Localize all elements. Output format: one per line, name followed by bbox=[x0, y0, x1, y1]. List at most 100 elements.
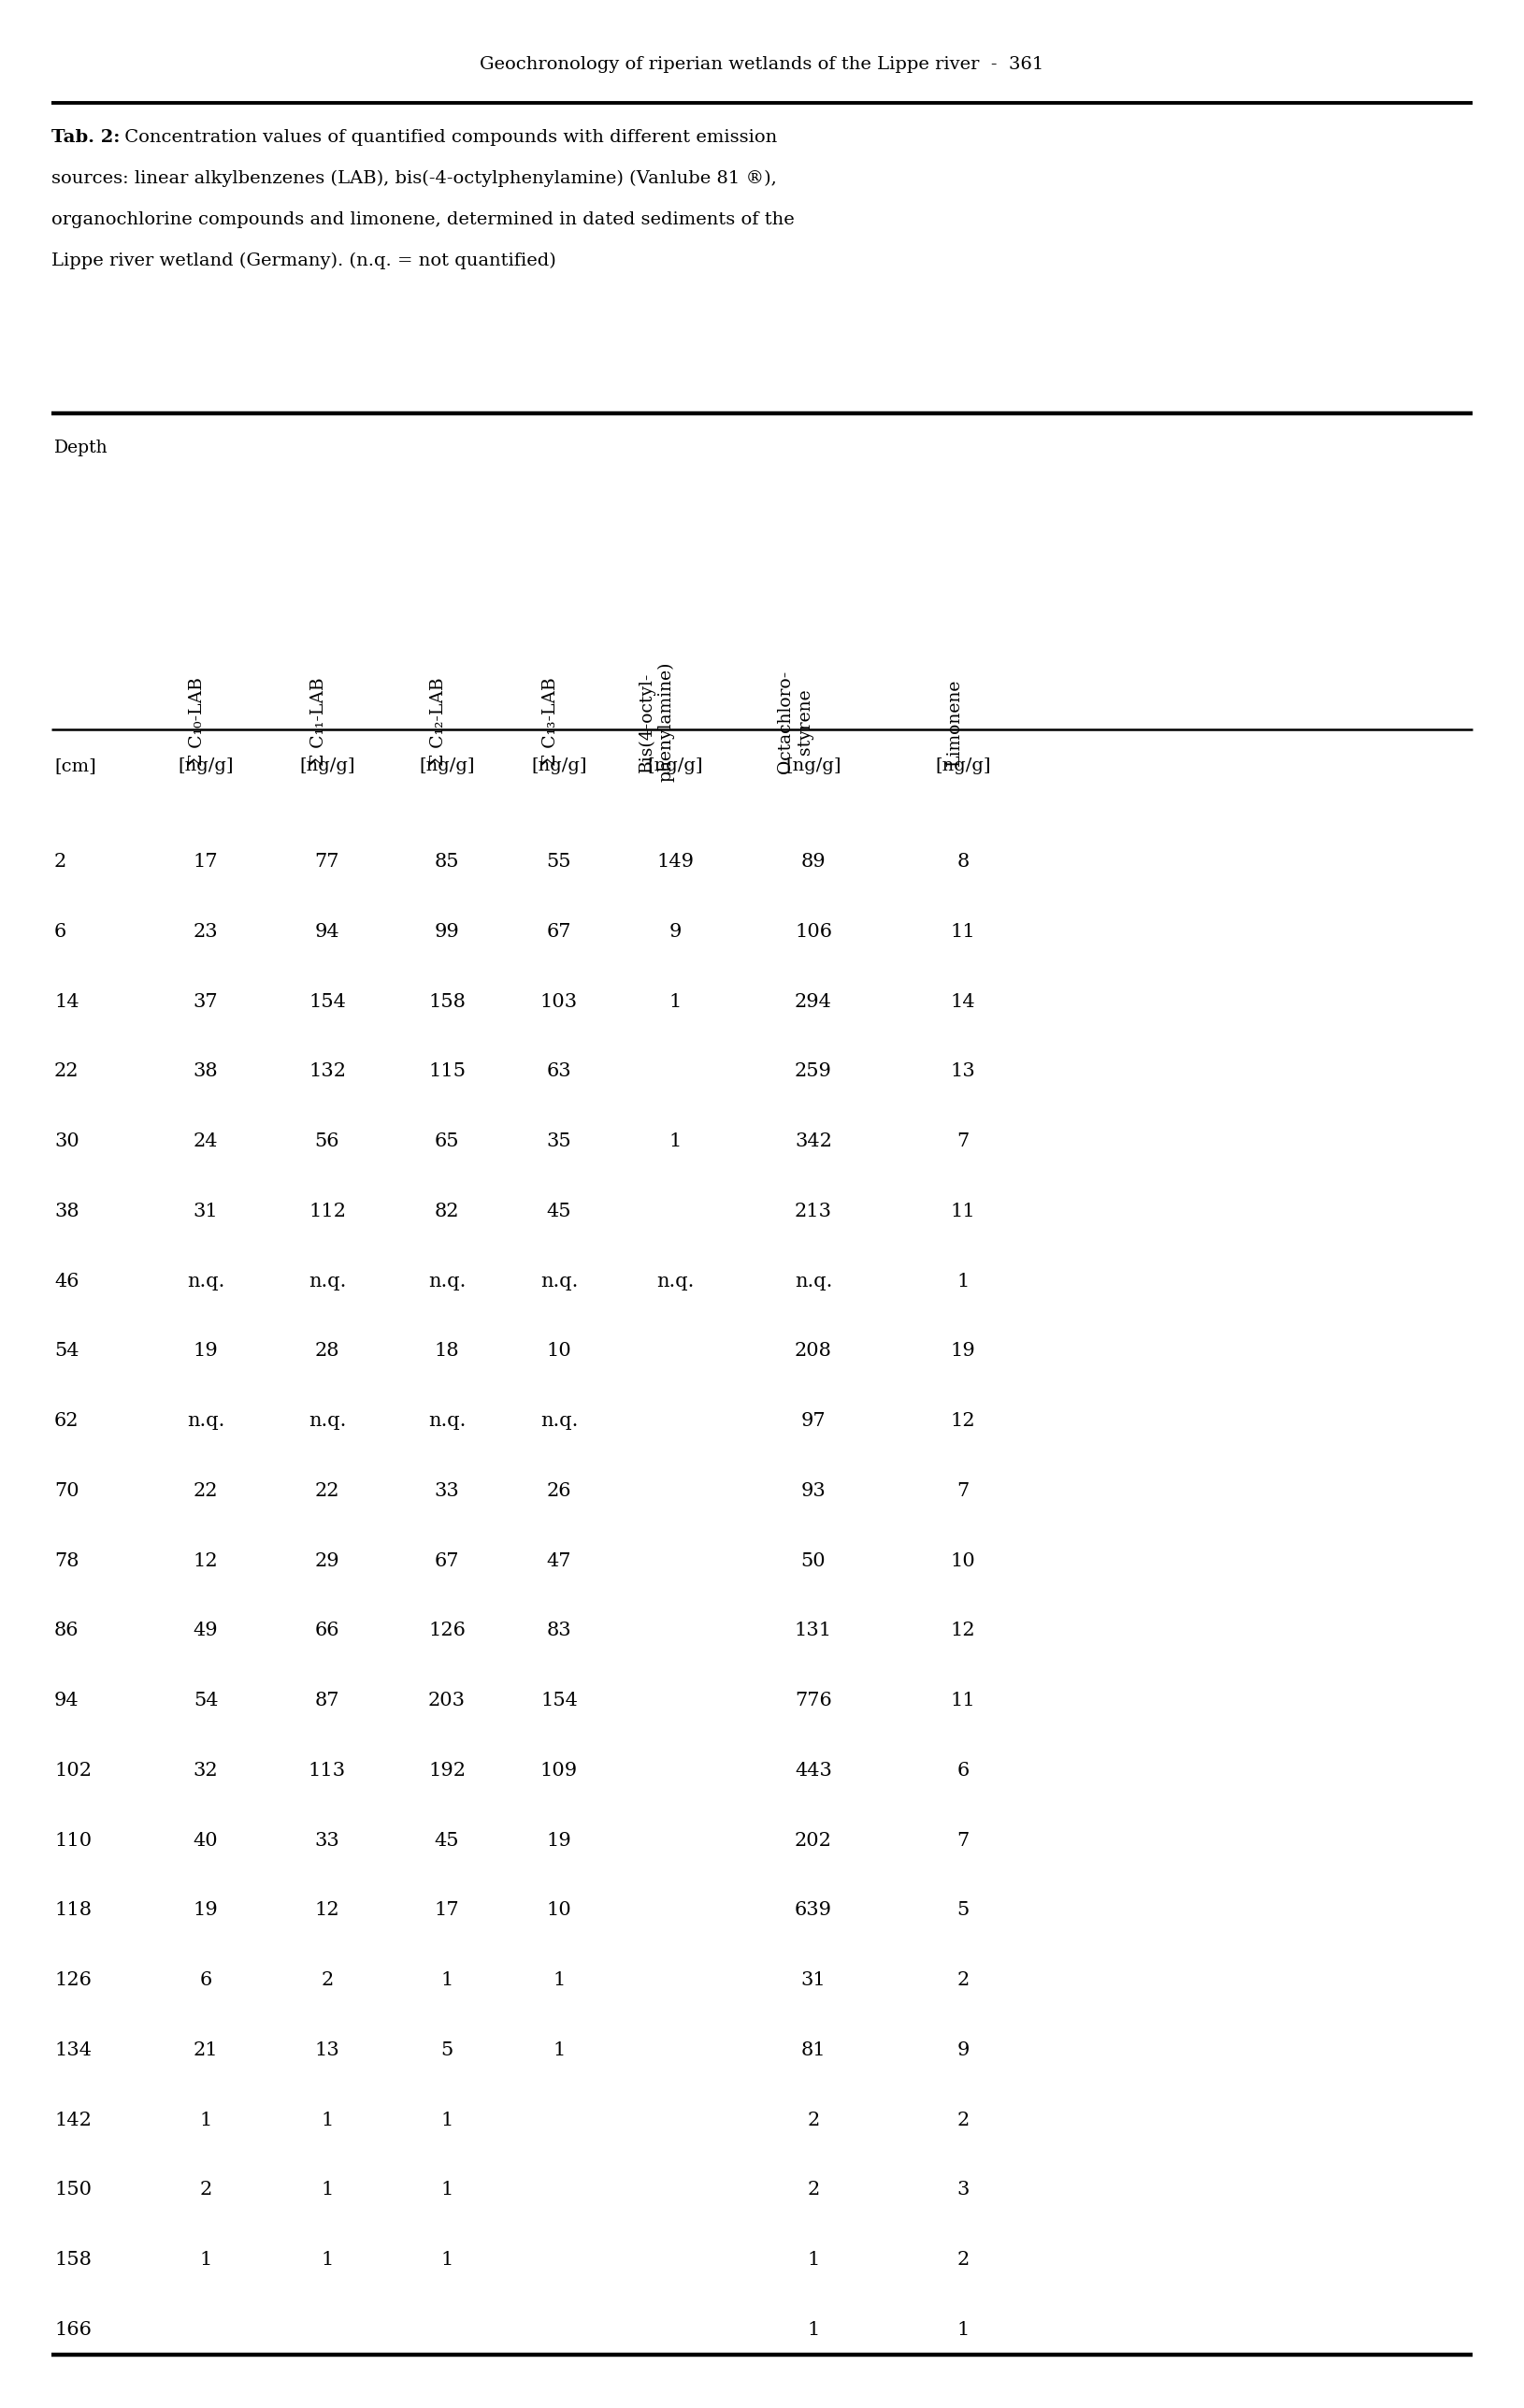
Text: n.q.: n.q. bbox=[428, 1411, 466, 1430]
Text: 2: 2 bbox=[957, 2251, 969, 2268]
Text: Limonene: Limonene bbox=[946, 679, 963, 766]
Text: 9: 9 bbox=[669, 922, 681, 942]
Text: 87: 87 bbox=[315, 1693, 340, 1710]
Text: 1: 1 bbox=[669, 1132, 681, 1151]
Text: n.q.: n.q. bbox=[428, 1271, 466, 1291]
Text: [ng/g]: [ng/g] bbox=[419, 759, 475, 775]
Text: 67: 67 bbox=[434, 1553, 459, 1570]
Text: 12: 12 bbox=[194, 1553, 218, 1570]
Text: 78: 78 bbox=[55, 1553, 79, 1570]
Text: 13: 13 bbox=[951, 1062, 975, 1081]
Text: 35: 35 bbox=[547, 1132, 572, 1151]
Text: 6: 6 bbox=[957, 1763, 969, 1780]
Text: 82: 82 bbox=[434, 1202, 459, 1221]
Text: 109: 109 bbox=[541, 1763, 578, 1780]
Text: 24: 24 bbox=[194, 1132, 218, 1151]
Text: 1: 1 bbox=[440, 2251, 453, 2268]
Text: Σ C₁₀-LAB: Σ C₁₀-LAB bbox=[189, 677, 206, 766]
Text: Depth: Depth bbox=[55, 441, 108, 458]
Text: 11: 11 bbox=[951, 922, 975, 942]
Text: 2: 2 bbox=[322, 1972, 334, 1989]
Text: 1: 1 bbox=[440, 1972, 453, 1989]
Text: 342: 342 bbox=[796, 1132, 832, 1151]
Text: 1: 1 bbox=[440, 2112, 453, 2129]
Text: 208: 208 bbox=[796, 1341, 832, 1361]
Text: 7: 7 bbox=[957, 1132, 969, 1151]
Text: 83: 83 bbox=[547, 1623, 572, 1640]
Text: 97: 97 bbox=[802, 1411, 826, 1430]
Text: 2: 2 bbox=[808, 2182, 820, 2199]
Text: 85: 85 bbox=[434, 852, 459, 872]
Text: 2: 2 bbox=[957, 2112, 969, 2129]
Text: 13: 13 bbox=[315, 2042, 340, 2059]
Text: 259: 259 bbox=[796, 1062, 832, 1081]
Text: [ng/g]: [ng/g] bbox=[785, 759, 841, 775]
Text: [cm]: [cm] bbox=[55, 759, 96, 775]
Text: 65: 65 bbox=[434, 1132, 459, 1151]
Text: 50: 50 bbox=[802, 1553, 826, 1570]
Text: 1: 1 bbox=[553, 1972, 565, 1989]
Text: Bis(4-octyl-
phenylamine): Bis(4-octyl- phenylamine) bbox=[639, 662, 675, 783]
Text: [ng/g]: [ng/g] bbox=[648, 759, 703, 775]
Text: 2: 2 bbox=[55, 852, 67, 872]
Text: organochlorine compounds and limonene, determined in dated sediments of the: organochlorine compounds and limonene, d… bbox=[52, 212, 794, 229]
Text: 103: 103 bbox=[541, 992, 578, 1011]
Text: 17: 17 bbox=[434, 1902, 459, 1919]
Text: 110: 110 bbox=[55, 1832, 91, 1849]
Text: 106: 106 bbox=[794, 922, 832, 942]
Text: 1: 1 bbox=[957, 2321, 969, 2338]
Text: 5: 5 bbox=[957, 1902, 969, 1919]
Text: 33: 33 bbox=[434, 1481, 459, 1500]
Text: 113: 113 bbox=[308, 1763, 346, 1780]
Text: 10: 10 bbox=[547, 1902, 572, 1919]
Text: 166: 166 bbox=[55, 2321, 91, 2338]
Text: 1: 1 bbox=[322, 2182, 334, 2199]
Text: 1: 1 bbox=[322, 2112, 334, 2129]
Text: 11: 11 bbox=[951, 1693, 975, 1710]
Text: 19: 19 bbox=[194, 1341, 218, 1361]
Text: 1: 1 bbox=[440, 2182, 453, 2199]
Text: 32: 32 bbox=[194, 1763, 218, 1780]
Text: 66: 66 bbox=[315, 1623, 340, 1640]
Text: 142: 142 bbox=[55, 2112, 91, 2129]
Text: 118: 118 bbox=[55, 1902, 91, 1919]
Text: 31: 31 bbox=[194, 1202, 218, 1221]
Text: 102: 102 bbox=[55, 1763, 91, 1780]
Text: [ng/g]: [ng/g] bbox=[936, 759, 991, 775]
Text: 45: 45 bbox=[547, 1202, 572, 1221]
Text: 81: 81 bbox=[802, 2042, 826, 2059]
Text: 639: 639 bbox=[794, 1902, 832, 1919]
Text: 17: 17 bbox=[194, 852, 218, 872]
Text: 5: 5 bbox=[440, 2042, 453, 2059]
Text: 1: 1 bbox=[957, 1271, 969, 1291]
Text: 26: 26 bbox=[547, 1481, 572, 1500]
Text: 134: 134 bbox=[55, 2042, 91, 2059]
Text: 154: 154 bbox=[308, 992, 346, 1011]
Text: [ng/g]: [ng/g] bbox=[299, 759, 355, 775]
Text: 49: 49 bbox=[194, 1623, 218, 1640]
Text: 19: 19 bbox=[547, 1832, 572, 1849]
Text: 77: 77 bbox=[315, 852, 340, 872]
Text: 89: 89 bbox=[802, 852, 826, 872]
Text: 86: 86 bbox=[55, 1623, 79, 1640]
Text: 1: 1 bbox=[669, 992, 681, 1011]
Text: 22: 22 bbox=[55, 1062, 79, 1081]
Text: 2: 2 bbox=[808, 2112, 820, 2129]
Text: n.q.: n.q. bbox=[308, 1271, 346, 1291]
Text: 126: 126 bbox=[55, 1972, 91, 1989]
Text: 22: 22 bbox=[194, 1481, 218, 1500]
Text: [ng/g]: [ng/g] bbox=[178, 759, 233, 775]
Text: n.q.: n.q. bbox=[308, 1411, 346, 1430]
Text: 54: 54 bbox=[55, 1341, 79, 1361]
Text: 38: 38 bbox=[194, 1062, 218, 1081]
Text: 40: 40 bbox=[194, 1832, 218, 1849]
Text: Σ C₁₁-LAB: Σ C₁₁-LAB bbox=[311, 677, 328, 766]
Text: 158: 158 bbox=[428, 992, 465, 1011]
Text: n.q.: n.q. bbox=[187, 1411, 224, 1430]
Text: Geochronology of riperian wetlands of the Lippe river  -  361: Geochronology of riperian wetlands of th… bbox=[480, 55, 1044, 72]
Text: 149: 149 bbox=[657, 852, 693, 872]
Text: 46: 46 bbox=[55, 1271, 79, 1291]
Text: 70: 70 bbox=[55, 1481, 79, 1500]
Text: 9: 9 bbox=[957, 2042, 969, 2059]
Text: 7: 7 bbox=[957, 1832, 969, 1849]
